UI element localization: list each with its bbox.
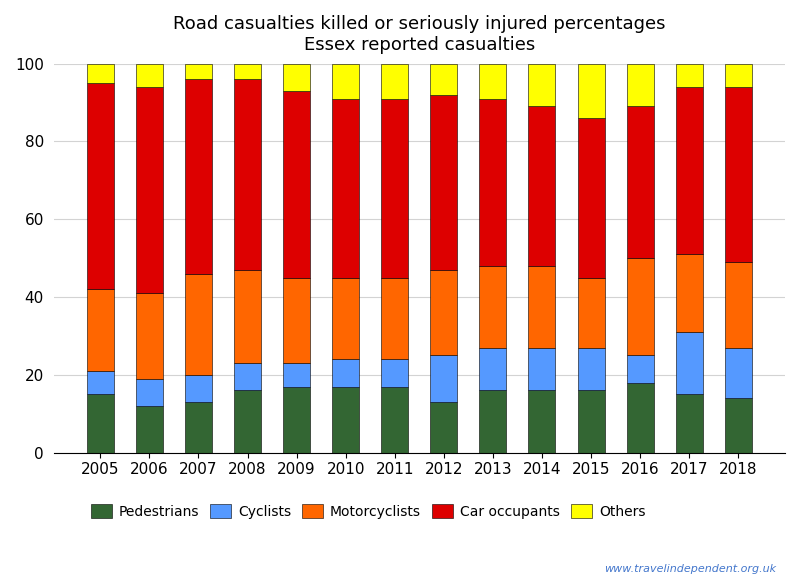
Bar	[234, 390, 261, 452]
Bar	[136, 406, 163, 452]
Bar	[234, 363, 261, 390]
Bar	[725, 87, 752, 262]
Bar	[529, 266, 555, 347]
Bar	[234, 64, 261, 79]
Bar	[529, 347, 555, 390]
Legend: Pedestrians, Cyclists, Motorcyclists, Car occupants, Others: Pedestrians, Cyclists, Motorcyclists, Ca…	[86, 499, 651, 524]
Bar	[234, 79, 261, 270]
Bar	[430, 356, 458, 402]
Bar	[382, 386, 408, 452]
Bar	[430, 64, 458, 95]
Bar	[185, 274, 212, 375]
Bar	[725, 347, 752, 398]
Bar	[283, 64, 310, 91]
Bar	[332, 360, 359, 386]
Bar	[430, 270, 458, 356]
Bar	[626, 64, 654, 107]
Bar	[479, 390, 506, 452]
Bar	[136, 64, 163, 87]
Bar	[676, 394, 702, 452]
Bar	[87, 83, 114, 289]
Bar	[283, 278, 310, 363]
Bar	[529, 64, 555, 107]
Bar	[234, 270, 261, 363]
Bar	[725, 398, 752, 452]
Bar	[626, 258, 654, 356]
Bar	[578, 118, 605, 278]
Bar	[529, 390, 555, 452]
Bar	[479, 347, 506, 390]
Bar	[332, 278, 359, 360]
Bar	[479, 99, 506, 266]
Bar	[382, 360, 408, 386]
Bar	[283, 386, 310, 452]
Bar	[87, 64, 114, 83]
Bar	[332, 386, 359, 452]
Bar	[578, 278, 605, 347]
Bar	[626, 383, 654, 452]
Bar	[626, 356, 654, 383]
Bar	[676, 332, 702, 394]
Bar	[430, 95, 458, 270]
Bar	[185, 79, 212, 274]
Bar	[578, 64, 605, 118]
Title: Road casualties killed or seriously injured percentages
Essex reported casualtie: Road casualties killed or seriously inju…	[173, 15, 666, 54]
Bar	[430, 402, 458, 452]
Bar	[382, 99, 408, 278]
Bar	[283, 91, 310, 278]
Bar	[578, 347, 605, 390]
Bar	[382, 64, 408, 99]
Bar	[283, 363, 310, 386]
Bar	[676, 64, 702, 87]
Bar	[136, 87, 163, 293]
Bar	[87, 371, 114, 394]
Bar	[332, 99, 359, 278]
Bar	[626, 107, 654, 258]
Bar	[136, 379, 163, 406]
Bar	[676, 254, 702, 332]
Bar	[185, 64, 212, 79]
Bar	[578, 390, 605, 452]
Bar	[382, 278, 408, 360]
Bar	[185, 375, 212, 402]
Bar	[529, 107, 555, 266]
Bar	[479, 266, 506, 347]
Bar	[136, 293, 163, 379]
Bar	[87, 289, 114, 371]
Bar	[87, 394, 114, 452]
Bar	[676, 87, 702, 254]
Bar	[185, 402, 212, 452]
Bar	[725, 262, 752, 347]
Text: www.travelindependent.org.uk: www.travelindependent.org.uk	[604, 564, 776, 574]
Bar	[332, 64, 359, 99]
Bar	[479, 64, 506, 99]
Bar	[725, 64, 752, 87]
